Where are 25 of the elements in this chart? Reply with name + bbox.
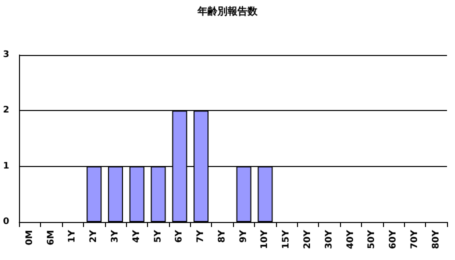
x-tick-label: 7Y [196, 230, 206, 243]
x-tick-label: 60Y [388, 230, 399, 250]
x-tick-label: 6M [46, 230, 56, 246]
x-tick-label: 15Y [282, 230, 292, 250]
x-tick-label: 5Y [153, 230, 164, 243]
x-tick-label: 8Y [217, 230, 228, 243]
x-tick-label: 30Y [324, 230, 334, 250]
x-tick-label: 80Y [431, 230, 442, 250]
x-tick-label: 40Y [346, 230, 356, 250]
y-tick-label: 0 [2, 217, 10, 227]
chart-title: 年齢別報告数 [196, 6, 258, 18]
x-tick-label: 0M [24, 230, 35, 246]
x-tick-label: 3Y [110, 230, 121, 243]
y-tick-label: 3 [2, 50, 10, 60]
x-tick-label: 10Y [260, 230, 270, 250]
y-tick-label: 2 [2, 106, 10, 116]
y-tick-label: 1 [2, 161, 10, 172]
x-tick-label: 50Y [367, 230, 378, 250]
x-tick-label: 70Y [410, 230, 420, 250]
x-tick-label: 4Y [132, 230, 142, 243]
x-tick-label: 2Y [89, 230, 100, 243]
x-tick-label: 1Y [68, 230, 78, 243]
x-tick-label: 20Y [302, 230, 313, 250]
x-tick-label: 9Y [238, 230, 249, 243]
x-tick-label: 6Y [174, 230, 185, 243]
